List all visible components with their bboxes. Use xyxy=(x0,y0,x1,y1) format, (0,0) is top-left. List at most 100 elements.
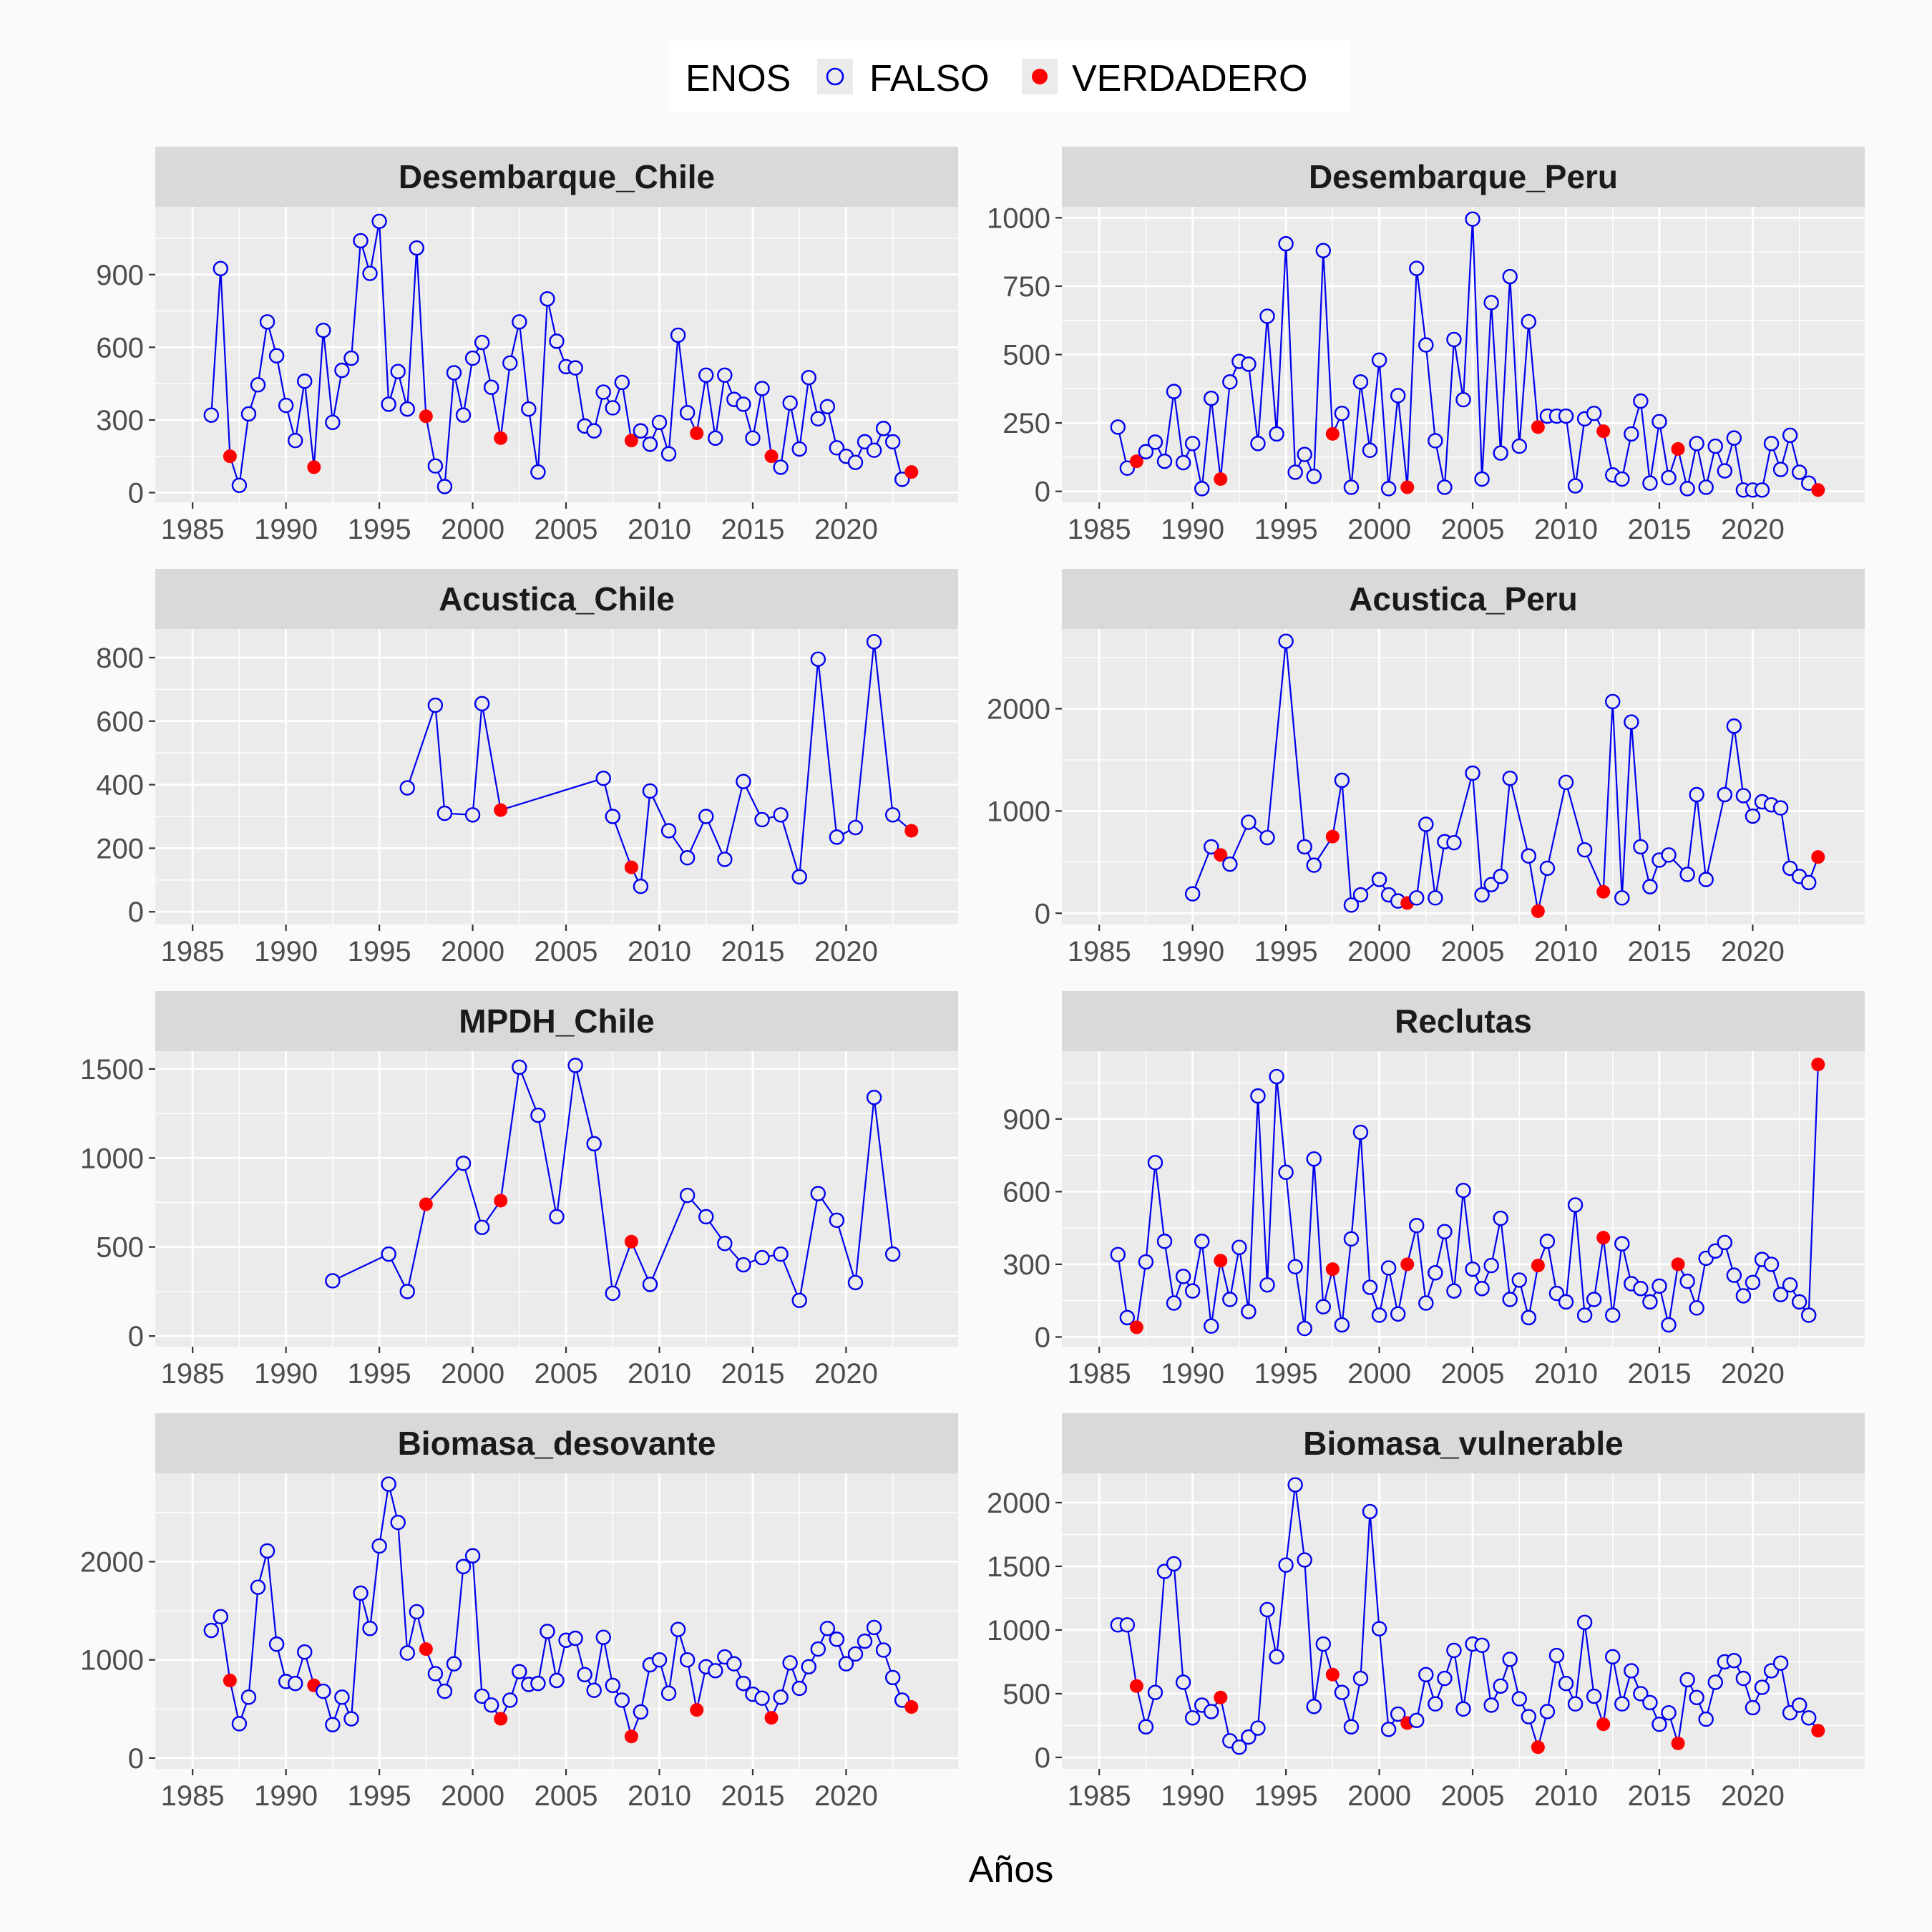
data-point-falso xyxy=(1437,1670,1453,1687)
data-point-falso xyxy=(567,1058,583,1073)
data-point-verdadero xyxy=(1596,1231,1611,1245)
data-point-falso xyxy=(736,396,751,412)
data-point-falso xyxy=(1483,295,1499,311)
data-point-verdadero xyxy=(904,1700,919,1714)
legend-key-verdadero-marker xyxy=(1032,69,1048,84)
y-tick-label: 1000 xyxy=(80,1143,144,1174)
data-point-falso xyxy=(1707,1674,1723,1690)
data-point-falso xyxy=(1726,718,1742,734)
x-tick-label: 2000 xyxy=(441,514,504,545)
data-point-falso xyxy=(1493,1210,1508,1226)
x-tick-label: 2015 xyxy=(721,936,784,967)
facet-strip xyxy=(1062,1413,1865,1473)
data-point-falso xyxy=(717,1235,733,1252)
data-point-falso xyxy=(884,807,901,823)
data-point-falso xyxy=(810,1641,826,1657)
data-point-falso xyxy=(1269,426,1284,442)
data-point-falso xyxy=(829,440,845,456)
x-tick-label: 1985 xyxy=(161,514,225,545)
data-point-falso xyxy=(1297,1320,1312,1337)
x-tick-label: 2020 xyxy=(1721,936,1785,967)
x-tick-label: 2010 xyxy=(1534,1780,1598,1812)
data-point-falso xyxy=(1624,1663,1639,1679)
x-tick-label: 1995 xyxy=(1254,514,1318,545)
panel-background xyxy=(155,629,958,924)
data-point-falso xyxy=(1306,468,1322,484)
x-tick-label: 1990 xyxy=(254,1780,318,1812)
data-point-falso xyxy=(1390,1706,1406,1722)
data-point-falso xyxy=(1175,454,1191,471)
data-point-falso xyxy=(1801,874,1817,891)
x-tick-label: 2005 xyxy=(1441,1780,1505,1812)
data-point-falso xyxy=(325,1717,341,1732)
data-point-verdadero xyxy=(419,1197,433,1211)
data-point-falso xyxy=(1679,1273,1695,1289)
data-point-falso xyxy=(1409,890,1425,906)
data-point-falso xyxy=(773,807,789,823)
data-point-verdadero xyxy=(1325,426,1340,441)
data-point-falso xyxy=(679,405,696,421)
data-point-falso xyxy=(717,367,733,383)
y-tick-label: 0 xyxy=(128,1321,144,1352)
data-point-falso xyxy=(1390,388,1406,404)
y-tick-label: 2000 xyxy=(987,693,1050,725)
data-point-falso xyxy=(614,374,630,391)
data-point-falso xyxy=(259,314,275,330)
data-point-falso xyxy=(1428,1696,1443,1712)
data-point-falso xyxy=(1652,414,1667,429)
data-point-falso xyxy=(660,446,677,462)
panel-reclutas: Reclutas 1985 1990 1995 2000 2005 2010 2015 2020… xyxy=(1002,991,1865,1390)
data-point-falso xyxy=(1147,1684,1163,1700)
data-point-falso xyxy=(651,414,668,430)
data-point-falso xyxy=(717,852,733,867)
panel-desembarque-chile: Desembarque_Chile 1985 1990 1995 2000 2005 201… xyxy=(96,147,958,545)
data-point-falso xyxy=(1772,462,1789,477)
data-point-falso xyxy=(316,322,331,338)
data-point-verdadero xyxy=(1596,884,1611,899)
data-point-falso xyxy=(1409,260,1425,276)
data-point-falso xyxy=(773,459,789,475)
data-point-falso xyxy=(390,364,406,379)
data-point-falso xyxy=(801,1659,816,1675)
data-point-falso xyxy=(847,819,864,836)
data-point-falso xyxy=(474,1219,490,1236)
x-tick-label: 1985 xyxy=(1068,1358,1131,1390)
data-point-falso xyxy=(1278,633,1294,649)
x-tick-label: 2000 xyxy=(1347,514,1411,545)
data-point-falso xyxy=(512,314,527,330)
data-point-verdadero xyxy=(1214,1690,1228,1704)
data-point-falso xyxy=(1110,1246,1126,1263)
data-point-falso xyxy=(549,1209,565,1225)
y-tick-label: 500 xyxy=(96,1232,144,1264)
data-point-falso xyxy=(231,477,248,494)
data-point-falso xyxy=(1204,390,1219,406)
data-point-falso xyxy=(1745,1274,1761,1290)
data-point-falso xyxy=(1652,1278,1667,1294)
data-point-falso xyxy=(1315,243,1332,258)
data-point-falso xyxy=(1241,814,1257,830)
data-point-falso xyxy=(1138,1719,1154,1735)
data-point-falso xyxy=(343,1711,359,1727)
data-point-falso xyxy=(791,441,807,457)
x-tick-label: 2015 xyxy=(721,514,784,545)
data-point-falso xyxy=(1633,1281,1649,1297)
data-point-falso xyxy=(1156,1234,1173,1249)
data-point-verdadero xyxy=(1129,1320,1143,1335)
data-point-falso xyxy=(773,1246,789,1262)
data-point-falso xyxy=(866,442,882,458)
x-tick-label: 2010 xyxy=(1534,1358,1598,1390)
y-tick-label: 0 xyxy=(128,1743,144,1775)
x-tick-label: 2010 xyxy=(628,1780,691,1812)
data-point-falso xyxy=(1633,1686,1649,1702)
data-point-falso xyxy=(1791,464,1807,480)
data-point-falso xyxy=(1259,1277,1275,1293)
data-point-falso xyxy=(1166,1556,1182,1572)
x-tick-label: 2015 xyxy=(1627,514,1691,545)
data-point-verdadero xyxy=(223,449,237,464)
data-point-falso xyxy=(1278,235,1294,252)
data-point-verdadero xyxy=(1325,829,1340,844)
data-point-falso xyxy=(586,1682,602,1698)
data-point-falso xyxy=(399,780,415,796)
data-point-falso xyxy=(801,369,816,386)
data-point-falso xyxy=(586,1136,602,1152)
